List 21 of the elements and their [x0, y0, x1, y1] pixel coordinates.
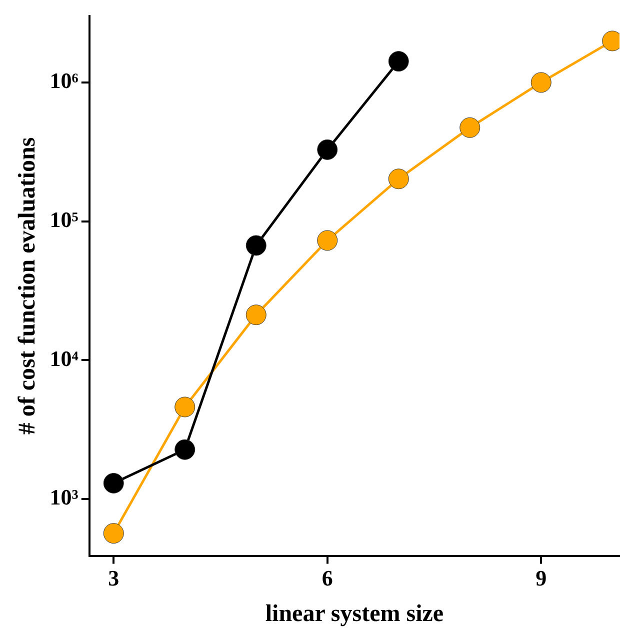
y-tick-label: 10⁴	[50, 346, 79, 371]
y-tick-label: 10⁵	[50, 206, 79, 232]
y-axis-title: # of cost function evaluations	[14, 137, 41, 435]
point	[246, 235, 266, 256]
point	[388, 51, 409, 72]
point	[460, 117, 480, 138]
x-tick-label: 9	[536, 566, 547, 591]
y-tick-label: 10⁶	[50, 68, 79, 94]
x-axis-title: linear system size	[265, 600, 444, 627]
point	[388, 168, 409, 190]
point	[103, 523, 124, 544]
x-tick-label: 3	[108, 566, 120, 591]
point	[174, 439, 196, 460]
point	[317, 230, 338, 251]
point	[103, 472, 124, 494]
point	[317, 139, 338, 160]
point	[246, 304, 266, 326]
point	[530, 72, 552, 93]
point	[174, 396, 196, 418]
y-tick-label: 10³	[50, 484, 79, 510]
x-tick-label: 6	[322, 566, 333, 591]
